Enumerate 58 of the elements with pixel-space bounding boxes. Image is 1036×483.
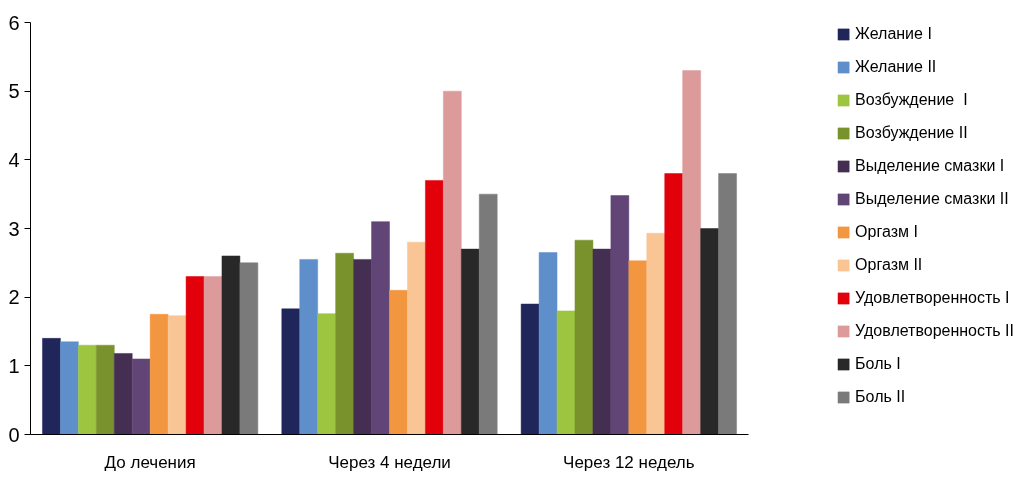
legend-label: Желание II: [855, 57, 937, 77]
bar: [389, 290, 408, 435]
bar: [664, 173, 683, 435]
y-tick-label: 4: [8, 148, 20, 171]
bar: [96, 344, 115, 435]
bar: [646, 233, 665, 435]
bar: [628, 260, 648, 435]
x-tick-label: Через 12 недель: [563, 452, 695, 472]
bar: [520, 303, 540, 435]
y-tick-label: 2: [8, 286, 20, 309]
legend-label: Оргазм II: [855, 255, 923, 275]
bar: [718, 173, 737, 435]
bar: [592, 248, 612, 435]
bar: [461, 248, 480, 435]
legend-label: Возбуждение II: [855, 123, 968, 143]
bar: [335, 252, 354, 435]
legend-label: Оргазм I: [855, 222, 918, 242]
bar: [700, 228, 719, 435]
bar: [317, 313, 336, 435]
y-tick-label: 6: [8, 11, 20, 34]
bar: [682, 70, 701, 435]
legend-label: Боль I: [855, 354, 901, 374]
bar: [538, 252, 558, 435]
legend-label: Боль II: [855, 387, 906, 407]
bar: [221, 255, 241, 435]
bar: [149, 314, 169, 435]
bar: [42, 338, 61, 435]
bar: [167, 315, 187, 435]
bar: [556, 310, 576, 435]
legend-label: Удовлетворенность II: [855, 321, 1014, 341]
bar: [131, 358, 151, 435]
legend-label: Удовлетворенность I: [855, 288, 1010, 308]
legend-label: Выделение смазки I: [855, 156, 1005, 176]
bar: [60, 341, 79, 435]
bar: [479, 193, 498, 435]
x-tick-label: До лечения: [104, 452, 196, 472]
bar: [185, 276, 205, 435]
bar: [574, 239, 594, 435]
y-tick-label: 3: [8, 217, 20, 240]
bar: [425, 180, 444, 435]
y-tick-label: 1: [8, 354, 20, 377]
bar: [203, 276, 223, 435]
bar: [371, 221, 390, 435]
bar: [239, 262, 259, 435]
bar: [407, 241, 426, 435]
bar: [443, 90, 462, 435]
legend-label: Возбуждение I: [855, 90, 968, 110]
bar: [610, 195, 630, 435]
legend-label: Желание I: [855, 24, 932, 44]
bar: [299, 259, 318, 435]
x-tick-label: Через 4 недели: [328, 452, 451, 472]
y-tick-label: 5: [8, 80, 20, 103]
legend-label: Выделение смазки II: [855, 189, 1009, 209]
bar: [114, 353, 133, 435]
y-tick-label: 0: [8, 423, 20, 446]
bar: [281, 308, 300, 435]
bar: [78, 344, 97, 435]
bar: [353, 259, 372, 435]
